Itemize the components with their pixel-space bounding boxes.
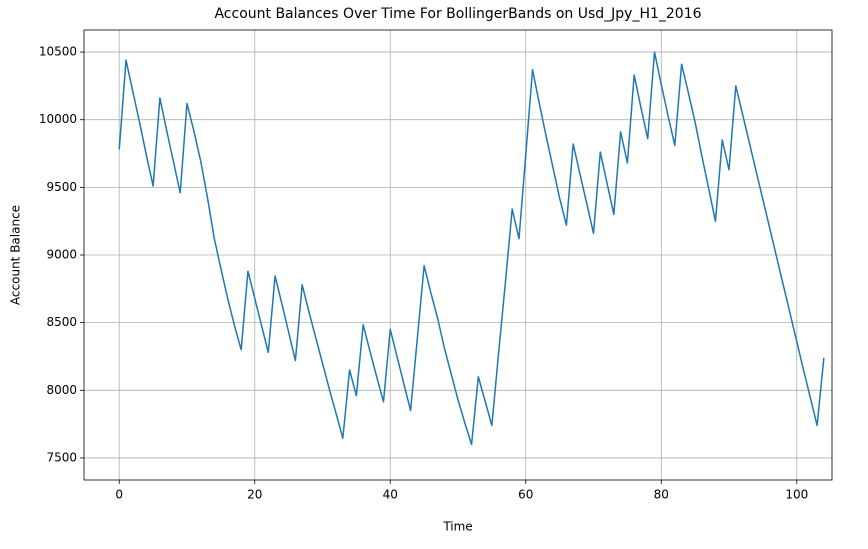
y-tick-label: 7500 <box>46 450 77 464</box>
x-tick-label: 20 <box>247 488 262 502</box>
y-axis-label: Account Balance <box>9 205 23 305</box>
y-tick-label: 10000 <box>39 112 77 126</box>
x-axis-label: Time <box>442 520 472 534</box>
y-tick-label: 8000 <box>46 383 77 397</box>
x-tick-label: 60 <box>518 488 533 502</box>
x-tick-label: 40 <box>383 488 398 502</box>
x-tick-label: 80 <box>654 488 669 502</box>
y-tick-label: 10500 <box>39 45 77 59</box>
y-tick-label: 9500 <box>46 180 77 194</box>
x-tick-label: 100 <box>785 488 808 502</box>
plot <box>118 51 825 446</box>
grid <box>84 30 832 480</box>
chart-title: Account Balances Over Time For Bollinger… <box>214 6 701 22</box>
data-line <box>118 51 825 446</box>
y-tick-label: 9000 <box>46 248 77 262</box>
y-tick-label: 8500 <box>46 315 77 329</box>
x-tick-label: 0 <box>115 488 123 502</box>
